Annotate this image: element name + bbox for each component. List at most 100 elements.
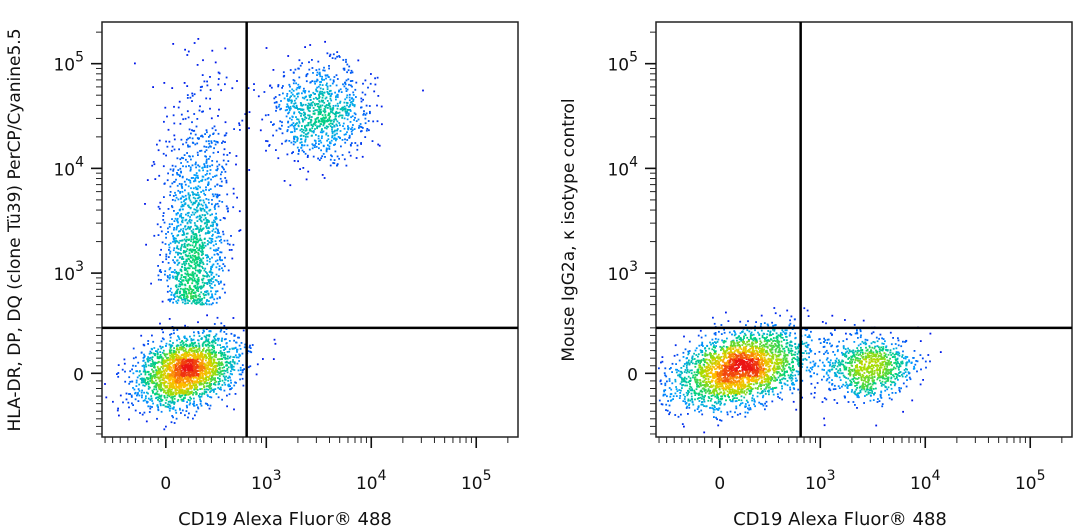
- event-dot: [207, 183, 210, 185]
- event-dot: [143, 411, 146, 414]
- event-dot: [182, 205, 185, 207]
- event-dot: [714, 333, 717, 336]
- event-dot: [272, 358, 275, 360]
- event-dot: [160, 395, 162, 398]
- event-dot: [174, 353, 177, 356]
- event-dot: [293, 79, 296, 82]
- event-dot: [187, 278, 190, 281]
- event-dot: [189, 396, 191, 399]
- event-dot: [196, 118, 199, 120]
- event-dot: [192, 231, 195, 234]
- event-dot: [192, 350, 195, 352]
- event-dot: [232, 356, 235, 358]
- event-dot: [164, 361, 167, 364]
- event-dot: [216, 249, 219, 251]
- event-dot: [217, 339, 220, 342]
- event-dot: [215, 227, 217, 230]
- event-dot: [331, 155, 333, 158]
- event-dot: [172, 249, 175, 252]
- event-dot: [313, 146, 316, 148]
- event-dot: [171, 218, 173, 220]
- event-dot: [181, 263, 184, 266]
- event-dot: [222, 346, 224, 348]
- event-dot: [324, 120, 326, 123]
- event-dot: [183, 199, 186, 201]
- event-dot: [312, 112, 315, 115]
- event-dot: [188, 345, 191, 348]
- event-dot: [174, 369, 176, 371]
- event-dot: [206, 394, 209, 396]
- event-dot: [278, 127, 281, 130]
- event-dot: [170, 294, 173, 296]
- event-dot: [218, 283, 220, 285]
- event-dot: [208, 241, 211, 244]
- event-dot: [174, 194, 177, 196]
- event-dot: [211, 240, 214, 243]
- event-dot: [208, 364, 211, 367]
- event-dot: [201, 241, 204, 244]
- event-dot: [152, 362, 154, 364]
- event-dot: [146, 401, 148, 404]
- event-dot: [201, 279, 204, 282]
- event-dot: [717, 424, 720, 427]
- event-dot: [281, 132, 284, 135]
- event-dot: [321, 90, 324, 93]
- event-dot: [185, 350, 188, 353]
- event-dot: [150, 381, 153, 384]
- event-dot: [371, 140, 374, 142]
- event-dot: [104, 383, 106, 385]
- event-dot: [200, 135, 202, 138]
- event-dot: [175, 367, 177, 370]
- event-dot: [223, 168, 225, 171]
- event-dot: [311, 80, 314, 82]
- event-dot: [219, 258, 221, 261]
- event-dot: [297, 83, 300, 86]
- event-dot: [196, 269, 199, 272]
- event-dot: [205, 198, 208, 200]
- event-dot: [206, 212, 209, 215]
- event-dot: [207, 388, 210, 391]
- event-dot: [338, 157, 340, 160]
- event-dot: [244, 113, 247, 115]
- event-dot: [193, 277, 196, 280]
- event-dot: [336, 163, 339, 165]
- event-dot: [304, 140, 307, 143]
- event-dot: [205, 282, 208, 285]
- event-dot: [176, 359, 179, 362]
- event-dot: [218, 265, 221, 268]
- event-dot: [221, 142, 223, 144]
- event-dot: [186, 227, 189, 230]
- event-dot: [150, 372, 152, 375]
- event-dot: [185, 268, 188, 271]
- event-dot: [189, 359, 192, 361]
- event-dot: [178, 230, 180, 233]
- event-dot: [330, 92, 333, 95]
- event-dot: [215, 216, 217, 219]
- event-dot: [782, 357, 785, 360]
- event-dot: [182, 345, 184, 348]
- event-dot: [139, 412, 141, 414]
- event-dot: [151, 164, 154, 167]
- event-dot: [179, 408, 181, 411]
- event-dot: [192, 238, 195, 241]
- event-dot: [317, 119, 320, 122]
- event-dot: [184, 239, 187, 242]
- event-dot: [168, 246, 171, 249]
- event-dot: [191, 365, 194, 368]
- event-dot: [344, 98, 347, 101]
- event-dot: [192, 345, 195, 348]
- event-dot: [184, 283, 186, 286]
- event-dot: [193, 361, 196, 364]
- event-dot: [199, 207, 202, 210]
- event-dot: [192, 274, 195, 277]
- event-dot: [763, 376, 766, 379]
- event-dot: [178, 271, 180, 274]
- event-dot: [144, 371, 147, 374]
- event-dot: [282, 85, 284, 87]
- event-dot: [211, 356, 213, 359]
- event-dot: [224, 141, 226, 143]
- event-dot: [214, 370, 217, 373]
- event-dot: [293, 130, 296, 133]
- event-dot: [157, 205, 160, 208]
- event-dot: [208, 354, 210, 356]
